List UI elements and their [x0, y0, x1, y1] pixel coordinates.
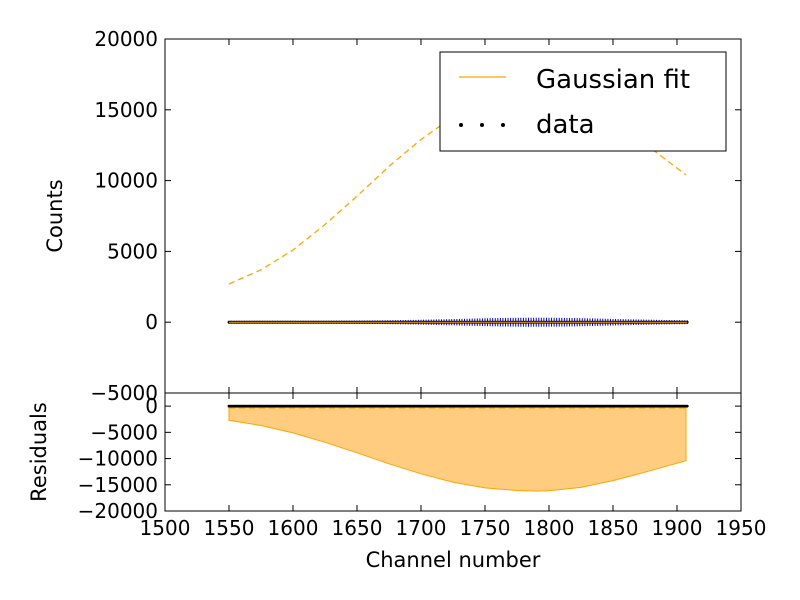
x-tick-label: 1750	[460, 516, 511, 540]
x-axis-label: Channel number	[366, 548, 541, 572]
main-panel: −5000 0 5000 10000 15000 20000 Counts Gaussia…	[43, 27, 742, 405]
main-y-axis-label: Counts	[43, 179, 67, 252]
x-tick-label: 1650	[332, 516, 383, 540]
legend: Gaussian fit data	[439, 51, 727, 152]
legend-data-dot	[459, 123, 463, 127]
main-y-ticks: −5000 0 5000 10000 15000 20000	[90, 27, 741, 405]
x-tick-label: 1800	[524, 516, 575, 540]
legend-data-dot	[480, 123, 484, 127]
main-y-tick-label: 15000	[94, 98, 158, 122]
main-y-tick-label: −5000	[90, 381, 158, 405]
residuals-plot-area	[227, 404, 689, 492]
main-y-tick-label: 10000	[94, 169, 158, 193]
legend-box	[439, 51, 727, 152]
residuals-y-tick-label: −5000	[90, 420, 158, 444]
legend-data-label: data	[536, 110, 595, 140]
residuals-x-ticks: 1500 1550 1600 1650 1700 1750 1800 1850 1900 1950	[140, 393, 767, 540]
legend-data-dot	[501, 123, 505, 127]
main-y-tick-label: 20000	[94, 27, 158, 51]
residuals-y-tick-label: −10000	[78, 447, 158, 471]
main-plot-area	[227, 92, 689, 327]
x-tick-label: 1500	[140, 516, 191, 540]
residuals-y-tick-label: −20000	[78, 499, 158, 523]
residuals-y-axis-label: Residuals	[27, 402, 51, 502]
residuals-y-tick-label: 0	[145, 394, 158, 418]
residuals-y-tick-label: −15000	[78, 473, 158, 497]
x-tick-label: 1550	[204, 516, 255, 540]
x-tick-label: 1600	[268, 516, 319, 540]
residuals-axes-frame	[164, 392, 742, 512]
residual-points	[227, 404, 689, 408]
x-tick-label: 1700	[396, 516, 447, 540]
legend-gaussian-fit-label: Gaussian fit	[536, 65, 690, 95]
x-tick-label: 1950	[716, 516, 767, 540]
x-tick-label: 1900	[652, 516, 703, 540]
x-tick-label: 1850	[588, 516, 639, 540]
main-y-tick-label: 0	[145, 310, 158, 334]
legend-data-swatch	[459, 123, 505, 127]
residual-point	[685, 404, 689, 408]
residuals-filled-area	[228, 405, 687, 492]
main-y-tick-label: 5000	[107, 239, 158, 263]
